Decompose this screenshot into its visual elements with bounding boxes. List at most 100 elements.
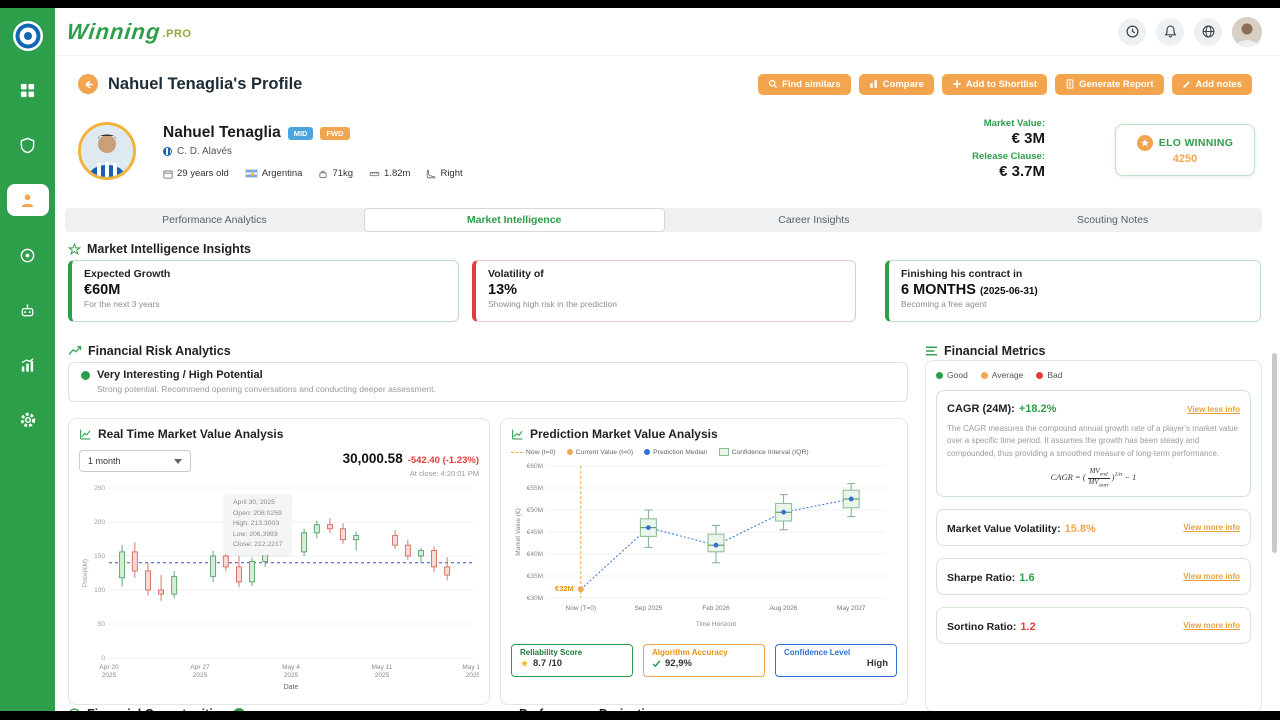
player-weight: 71kg: [318, 168, 353, 179]
weight-icon: [319, 170, 328, 178]
star-outline-icon: [68, 242, 81, 255]
expand-section-icon[interactable]: +: [232, 708, 245, 711]
bell-icon: [1164, 25, 1176, 38]
player-avatar: [78, 122, 136, 180]
elo-label: ELO WINNING: [1158, 137, 1234, 149]
target-icon: [20, 248, 35, 262]
metric-card-volatility: Market Value Volatility: 15.8% View more …: [936, 509, 1251, 547]
list-icon: [925, 346, 938, 356]
sidebar-item-target[interactable]: [7, 239, 49, 271]
svg-text:Feb 2026: Feb 2026: [702, 605, 730, 612]
coin-icon: [69, 708, 80, 711]
price-close-note: At close: 4:20:01 PM: [409, 469, 479, 478]
insight-value: €60M: [84, 282, 121, 298]
button-label: Compare: [882, 78, 924, 90]
trend-icon: [68, 346, 82, 355]
svg-text:100: 100: [94, 587, 105, 594]
svg-text:2025: 2025: [284, 672, 299, 679]
svg-text:Date: Date: [284, 684, 299, 691]
player-summary: Nahuel Tenaglia MID FWD C. D. Alavés 29 …: [55, 106, 1280, 206]
sidebar-item-ai-assistant[interactable]: [7, 294, 49, 326]
metric-card-cagr: CAGR (24M): +18.2% View less info The CAG…: [936, 390, 1251, 498]
tab-market-intelligence[interactable]: Market Intelligence: [363, 208, 665, 232]
tab-scouting-notes[interactable]: Scouting Notes: [1077, 214, 1149, 226]
sidebar-item-shield[interactable]: [7, 129, 49, 161]
find-similars-button[interactable]: Find similars: [758, 73, 851, 95]
svg-text:200: 200: [94, 519, 105, 526]
insight-value: 13%: [488, 282, 518, 298]
metric-label: Market Value Volatility:: [947, 522, 1061, 535]
club-crest-logo[interactable]: [12, 20, 44, 52]
insight-card-volatility: Volatility of 13% Showing high risk in t…: [472, 260, 856, 322]
user-avatar[interactable]: [1232, 16, 1262, 47]
compare-button[interactable]: Compare: [858, 73, 934, 95]
notifications-button[interactable]: [1156, 17, 1184, 46]
average-dot-icon: [980, 371, 988, 379]
svg-text:May 11: May 11: [372, 664, 393, 671]
brand-logo[interactable]: Winning .PRO: [66, 19, 191, 45]
globe-icon: [1202, 25, 1214, 38]
price-change: -542.40 (-1.23%): [407, 455, 479, 466]
player-name: Nahuel Tenaglia: [163, 124, 281, 141]
insight-card-expected-growth: Expected Growth €60M For the next 3 year…: [68, 260, 459, 322]
pencil-icon: [1183, 81, 1190, 88]
clock-button[interactable]: [1118, 17, 1146, 46]
add-notes-button[interactable]: Add notes: [1171, 73, 1252, 95]
prediction-chart[interactable]: €30M €35M €40M €45M €50M €55M €60M €32M Now (T=0…: [511, 458, 897, 630]
tab-performance-analytics[interactable]: Performance Analytics: [162, 214, 267, 226]
button-label: Find similars: [782, 78, 841, 90]
elo-value: 4250: [1172, 153, 1198, 165]
add-to-shortlist-button[interactable]: Add to Shortlist: [941, 73, 1048, 95]
back-button[interactable]: [78, 74, 98, 94]
sidebar-item-dashboard[interactable]: [7, 74, 49, 106]
sidebar-item-stats[interactable]: [7, 349, 49, 381]
good-dot-icon: [936, 371, 943, 379]
chevron-down-icon: [174, 458, 182, 464]
svg-text:€40M: €40M: [527, 551, 543, 558]
insight-title: Expected Growth: [84, 268, 171, 280]
view-less-info-link[interactable]: View less info: [1187, 405, 1240, 414]
view-more-info-link[interactable]: View more info: [1183, 572, 1240, 582]
svg-text:€55M: €55M: [527, 485, 543, 492]
algorithm-accuracy-badge: Algorithm Accuracy 92,9%: [643, 644, 765, 677]
svg-text:€32M: €32M: [555, 584, 574, 593]
language-button[interactable]: [1194, 17, 1222, 46]
range-selector-dropdown[interactable]: 1 month: [79, 450, 191, 472]
argentina-flag-icon: [244, 169, 258, 178]
insight-subtitle: Becoming a free agent: [901, 299, 987, 309]
legend-dashed-line-icon: [511, 451, 523, 453]
confidence-level-badge: Confidence Level High: [775, 644, 897, 677]
elo-star-badge: [1136, 135, 1153, 151]
sidebar-item-players[interactable]: [6, 184, 49, 216]
metric-label: Sortino Ratio:: [947, 620, 1017, 633]
cagr-formula: CAGR = (MVend MVstart)1/n − 1: [1050, 467, 1137, 488]
position-badge-mid: MID: [287, 126, 314, 140]
realtime-panel: Real Time Market Value Analysis 1 month …: [68, 418, 490, 705]
performance-projections-title: Performance Projections: [500, 707, 667, 711]
sidebar-item-settings[interactable]: [7, 404, 49, 436]
profile-tabs: Performance Analytics Market Intelligenc…: [65, 208, 1262, 232]
release-clause-value: € 3.7M: [999, 163, 1045, 180]
insight-title: Finishing his contract in: [901, 268, 1023, 280]
metric-value: 1.2: [1020, 620, 1036, 633]
prediction-title: Prediction Market Value Analysis: [530, 427, 718, 441]
financial-metrics-panel: Good Average Bad CAGR (24M): +18.2% View …: [925, 360, 1262, 711]
page-actions: Find similars Compare Add to Shortlist G…: [758, 73, 1252, 95]
view-more-info-link[interactable]: View more info: [1183, 523, 1240, 533]
club-badge-icon: [163, 147, 172, 156]
svg-text:2025: 2025: [466, 672, 479, 679]
page-scrollbar[interactable]: [1272, 353, 1277, 553]
range-selected-value: 1 month: [88, 456, 121, 466]
market-value-label: Market Value:: [983, 118, 1045, 129]
svg-text:0: 0: [101, 655, 105, 662]
page-title: Nahuel Tenaglia's Profile: [108, 74, 303, 93]
svg-text:Time Horizont: Time Horizont: [696, 621, 736, 628]
view-more-info-link[interactable]: View more info: [1183, 621, 1240, 631]
svg-text:2025: 2025: [102, 672, 117, 679]
svg-text:May 18: May 18: [462, 664, 479, 671]
svg-text:Sep 2025: Sep 2025: [634, 605, 662, 612]
tab-career-insights[interactable]: Career Insights: [778, 214, 850, 226]
generate-report-button[interactable]: Generate Report: [1055, 73, 1164, 95]
app-header: Winning .PRO: [55, 8, 1280, 56]
